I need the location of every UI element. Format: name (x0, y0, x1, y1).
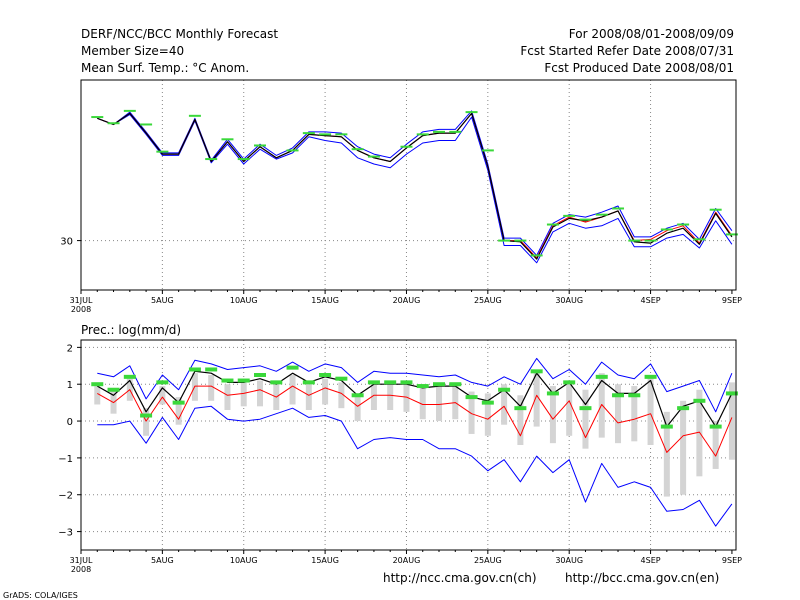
fcst-produced-date: Fcst Produced Date 2008/08/01 (544, 61, 734, 75)
prec-max-line (97, 357, 733, 413)
range-bar (663, 411, 670, 497)
x-tick-label: 5AUG (151, 556, 174, 565)
x-tick-label: 4SEP (641, 556, 661, 565)
precipitation-panel: 31JUL 5AUG 10AUG 15AUG 20AUG 25AUG 30AUG 4SEP 9S… (58, 339, 742, 574)
range-bar (143, 408, 150, 436)
precipitation-grid (81, 340, 736, 550)
year-label: 2008 (71, 565, 91, 574)
range-bar (175, 397, 182, 425)
range-bar (305, 384, 312, 410)
temperature-plot-frame (80, 79, 737, 291)
x-tick-label: 9SEP (722, 296, 742, 305)
temperature-observed-marks (91, 109, 738, 257)
y-tick-label: 0 (67, 417, 73, 428)
x-tick-label: 30AUG (555, 296, 583, 305)
range-bar (257, 380, 264, 407)
y-tick-label: 1 (67, 380, 73, 391)
x-tick-label: 20AUG (393, 556, 421, 565)
bcc-url: http://bcc.cma.gov.cn(en) (565, 571, 719, 585)
precipitation-observed-marks (91, 365, 738, 429)
x-tick-label: 10AUG (230, 556, 258, 565)
temp-upper-line (97, 110, 733, 256)
member-size: Member Size=40 (81, 44, 184, 58)
forecast-period: For 2008/08/01-2008/09/09 (569, 27, 734, 41)
x-tick-label: 9SEP (722, 556, 742, 565)
x-tick-label: 15AUG (311, 556, 339, 565)
precip-panel-title: Prec.: log(mm/d) (81, 323, 181, 337)
range-bar (631, 386, 638, 442)
range-bar (224, 384, 231, 410)
range-bar (419, 384, 426, 420)
x-tick-label: 30AUG (555, 556, 583, 565)
grads-credit: GrADS: COLA/IGES (3, 591, 78, 600)
range-bar (712, 421, 719, 469)
range-bar (159, 386, 166, 405)
fcst-started-date: Fcst Started Refer Date 2008/07/31 (520, 44, 734, 58)
temp-median-line (97, 112, 733, 259)
range-bar (615, 384, 622, 444)
range-bar (354, 393, 361, 422)
range-bar (696, 389, 703, 477)
x-tick-label: 25AUG (474, 296, 502, 305)
y-tick-label: −1 (58, 454, 73, 465)
ncc-url: http://ncc.cma.gov.cn(ch) (383, 571, 537, 585)
x-tick-label: 31JUL (70, 296, 93, 305)
range-bar (240, 382, 247, 407)
temperature-axes: 31JUL 5AUG 10AUG 15AUG 20AUG 25AUG 30AUG 4SEP 9S… (60, 237, 742, 314)
x-tick-label: 25AUG (474, 556, 502, 565)
range-bar (403, 384, 410, 412)
y-tick-label: −3 (58, 528, 73, 539)
range-bar (680, 400, 687, 495)
x-tick-label: 4SEP (641, 296, 661, 305)
range-bar (468, 391, 475, 434)
precipitation-series (97, 357, 733, 527)
x-tick-label: 5AUG (151, 296, 174, 305)
range-bar (728, 382, 735, 460)
temperature-series (97, 110, 733, 264)
precipitation-axes: 31JUL 5AUG 10AUG 15AUG 20AUG 25AUG 30AUG 4SEP 9S… (58, 343, 742, 574)
x-tick-label: 31JUL (70, 556, 93, 565)
temperature-grid (81, 80, 736, 290)
range-bar (370, 384, 377, 410)
range-bar (322, 378, 329, 405)
x-tick-label: 10AUG (230, 296, 258, 305)
x-tick-label: 20AUG (393, 296, 421, 305)
range-bar (501, 384, 508, 425)
precipitation-plot-frame (80, 339, 737, 551)
range-bar (517, 395, 524, 445)
year-label: 2008 (71, 305, 91, 314)
y-tick-label: 30 (60, 237, 73, 248)
y-tick-label: 2 (67, 343, 73, 354)
prec-min-line (97, 405, 733, 527)
range-bar (338, 382, 345, 409)
range-bar (582, 389, 589, 449)
range-bar (484, 393, 491, 436)
variable-label: Mean Surf. Temp.: °C Anom. (81, 61, 249, 75)
temp-mean-line (97, 112, 733, 260)
x-tick-label: 15AUG (311, 296, 339, 305)
range-bar (549, 386, 556, 444)
range-bar (647, 376, 654, 445)
range-bar (533, 369, 540, 427)
prec-median-line (97, 385, 733, 457)
figure-title: DERF/NCC/BCC Monthly Forecast (81, 27, 278, 41)
y-tick-label: −2 (58, 491, 73, 502)
range-bar (289, 375, 296, 405)
range-bar (110, 389, 117, 414)
temperature-panel: 31JUL 5AUG 10AUG 15AUG 20AUG 25AUG 30AUG 4SEP 9S… (60, 79, 742, 314)
range-bar (387, 384, 394, 410)
range-bar (436, 384, 443, 422)
range-bar (208, 375, 215, 401)
prec-mean-line (97, 370, 733, 428)
range-bar (452, 384, 459, 420)
range-bar (566, 380, 573, 436)
range-bar (94, 382, 101, 405)
precipitation-range-bars (94, 369, 735, 497)
